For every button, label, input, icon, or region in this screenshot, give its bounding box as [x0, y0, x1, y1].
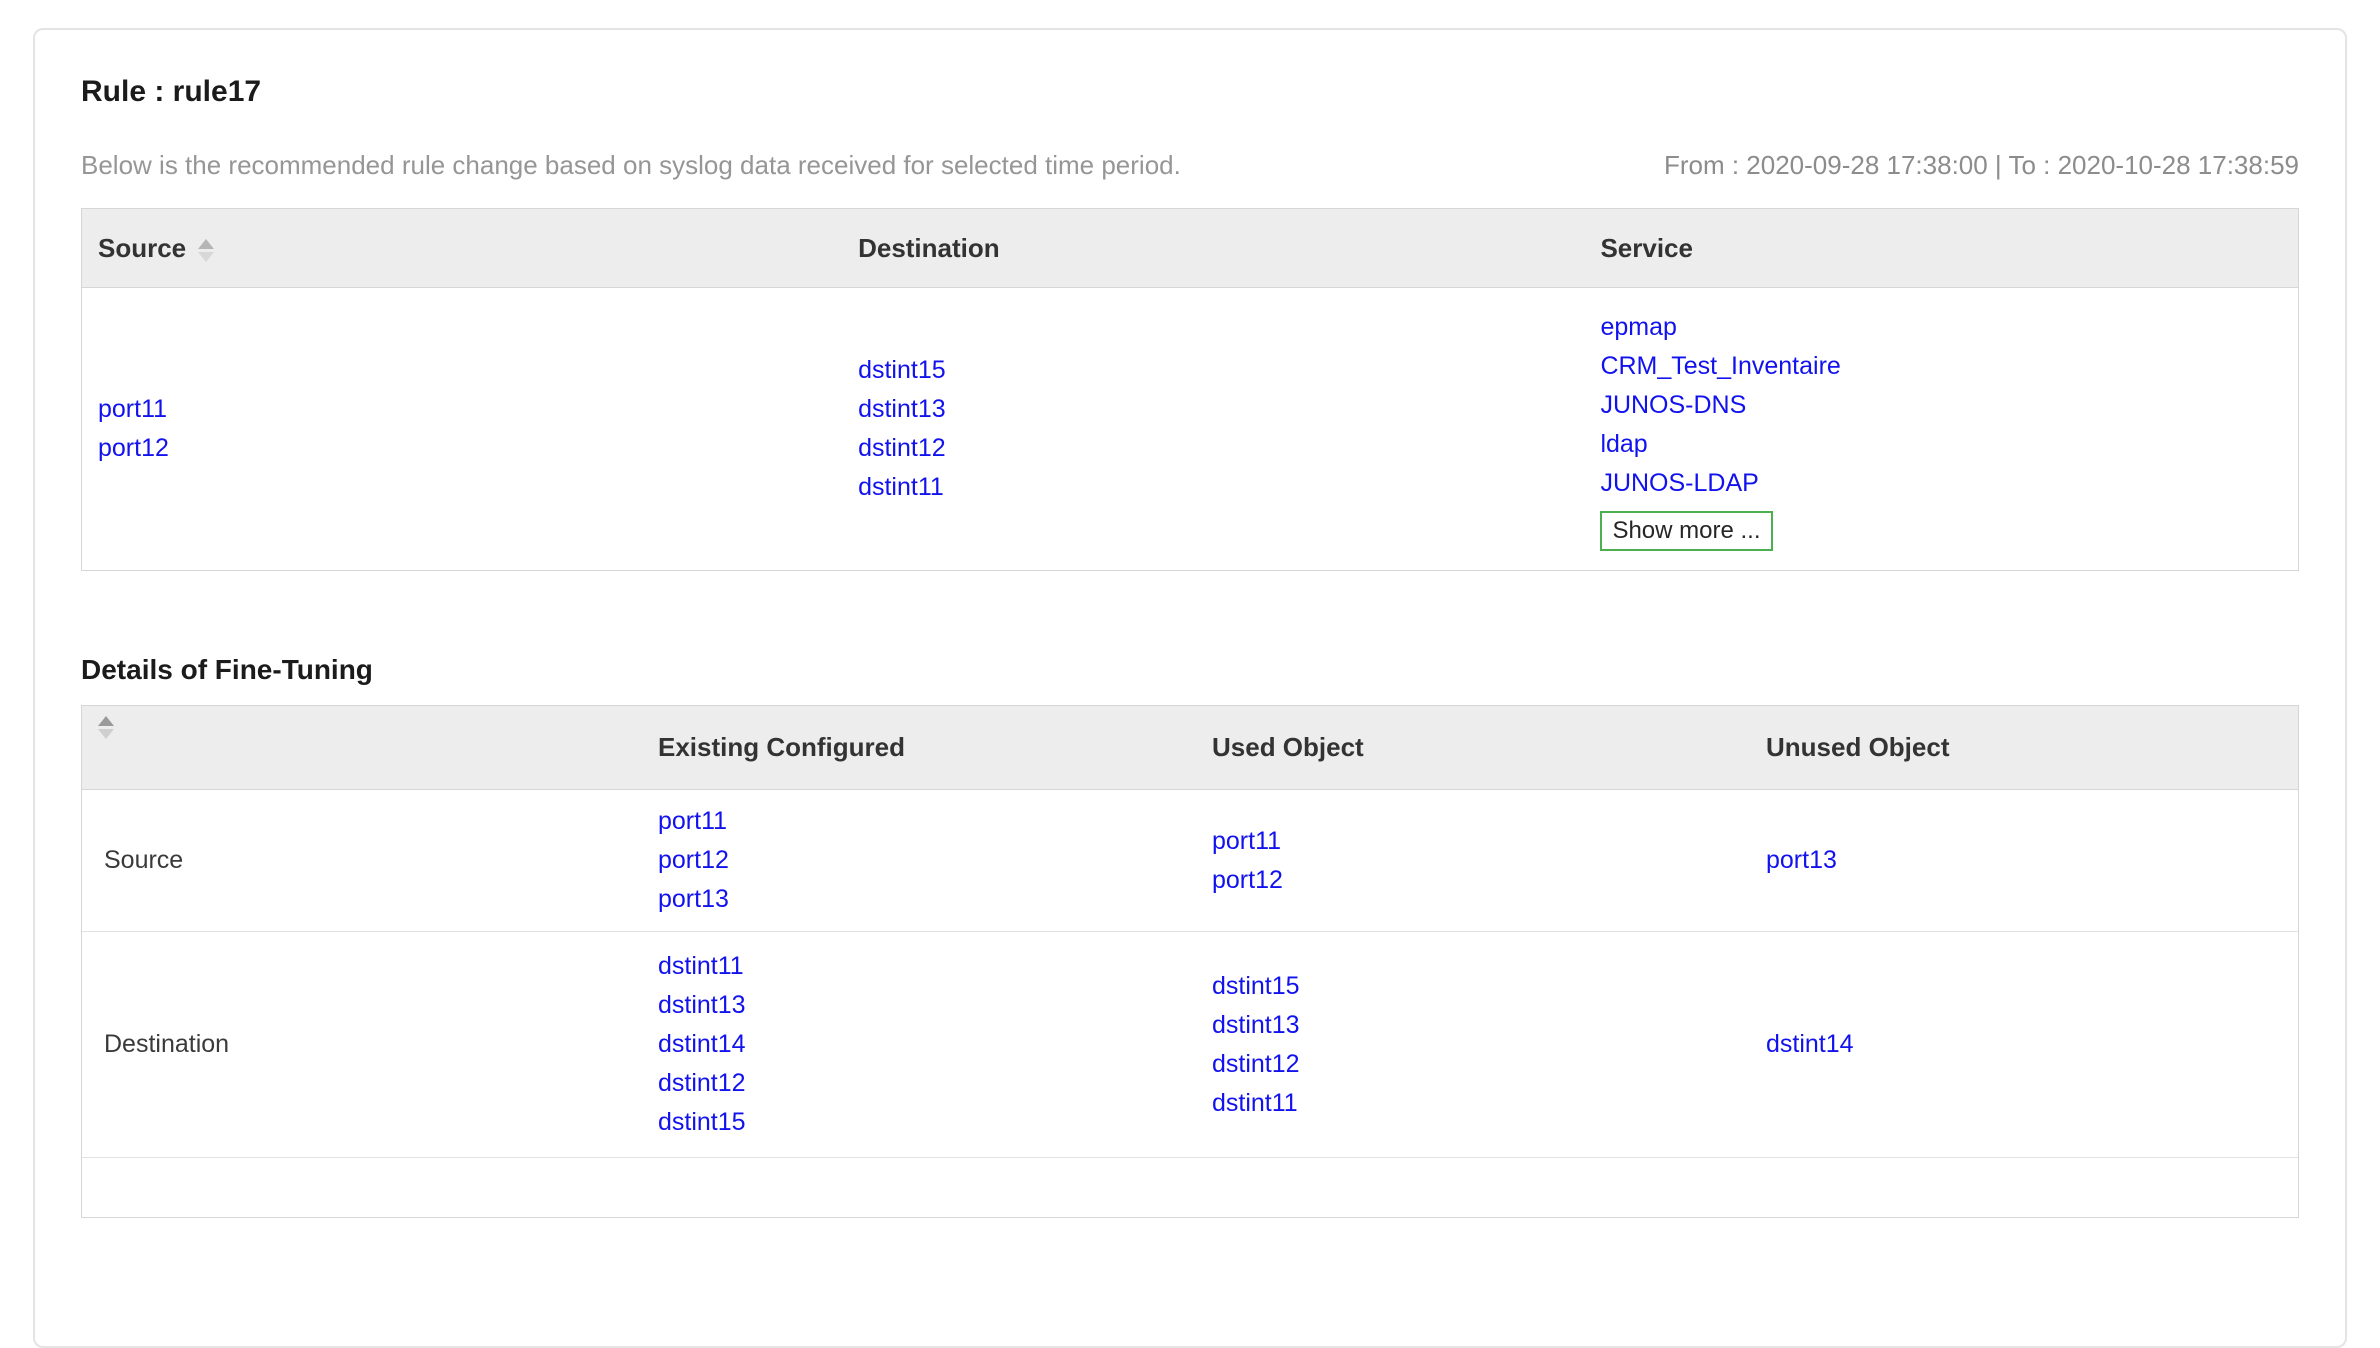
destination-object-link[interactable]: dstint13 — [858, 395, 946, 423]
service-object-link[interactable]: CRM_Test_Inventaire — [1600, 351, 1841, 380]
existing-configured-object-link[interactable]: port13 — [658, 885, 729, 913]
row-label: Destination — [104, 1030, 230, 1058]
service-objects-cell: epmap CRM_Test_Inventaire JUNOS-DNS ldap JUN… — [1584, 308, 2298, 551]
used-object-cell: dstint15 dstint13 dstint12 dstint11 — [1190, 967, 1744, 1123]
sort-icon[interactable] — [98, 716, 114, 739]
column-header-service-label: Service — [1600, 232, 1693, 263]
used-object-link[interactable]: dstint11 — [1212, 1088, 1298, 1117]
source-object-link[interactable]: port11 — [98, 395, 168, 423]
column-header-used-object-label: Used Object — [1212, 732, 1364, 762]
service-object-link[interactable]: ldap — [1600, 429, 1648, 458]
column-header-unused-object: Unused Object — [1744, 706, 2298, 789]
unused-object-link[interactable]: port13 — [1766, 846, 1837, 874]
recommended-rule-table: Source Destination Service port11 port12 … — [81, 208, 2299, 571]
destination-objects-cell: dstint15 dstint13 dstint12 dstint11 — [842, 351, 1584, 507]
service-object-link[interactable]: JUNOS-DNS — [1600, 390, 1747, 419]
unused-object-cell: dstint14 — [1744, 1025, 2298, 1064]
used-object-link[interactable]: dstint13 — [1212, 1010, 1300, 1039]
recommendation-description: Below is the recommended rule change bas… — [81, 150, 1181, 180]
column-header-destination: Destination — [842, 209, 1584, 287]
existing-configured-object-link[interactable]: dstint13 — [658, 991, 746, 1019]
column-header-source-label: Source — [98, 232, 187, 263]
used-object-link[interactable]: port12 — [1212, 865, 1283, 894]
column-header-blank — [82, 706, 636, 789]
column-header-service: Service — [1584, 209, 2298, 287]
page-title: Rule : rule17 — [81, 75, 262, 108]
existing-configured-object-link[interactable]: dstint11 — [658, 952, 744, 980]
existing-configured-cell: dstint11 dstint13 dstint14 dstint12 dstint15 — [636, 947, 1190, 1142]
sort-up-arrow-icon — [98, 716, 114, 726]
existing-configured-object-link[interactable]: port11 — [658, 807, 728, 835]
column-header-existing-configured: Existing Configured — [636, 706, 1190, 789]
fine-tuning-table-header: Existing Configured Used Object Unused O… — [82, 706, 2298, 790]
unused-object-link[interactable]: dstint14 — [1766, 1030, 1854, 1058]
fine-tuning-row-destination: Destination dstint11 dstint13 dstint14 dsti… — [82, 931, 2298, 1157]
time-period-range: From : 2020-09-28 17:38:00 | To : 2020-1… — [1663, 150, 2299, 180]
existing-configured-object-link[interactable]: dstint15 — [658, 1108, 746, 1136]
destination-object-link[interactable]: dstint12 — [858, 434, 946, 462]
used-object-link[interactable]: dstint15 — [1212, 971, 1300, 1000]
column-header-destination-label: Destination — [858, 232, 1000, 263]
existing-configured-object-link[interactable]: port12 — [658, 846, 729, 874]
recommended-rule-row: port11 port12 dstint15 dstint13 dstint12 dst… — [82, 288, 2298, 570]
sort-down-arrow-icon — [98, 729, 114, 739]
used-object-link[interactable]: dstint12 — [1212, 1049, 1300, 1078]
subtitle-row: Below is the recommended rule change bas… — [81, 150, 2299, 180]
used-object-cell: port11 port12 — [1190, 822, 1744, 900]
fine-tuning-row-source: Source port11 port12 port13 port11 port12 p… — [82, 790, 2298, 931]
fine-tuning-heading: Details of Fine-Tuning — [81, 654, 373, 685]
service-objects-list: epmap CRM_Test_Inventaire JUNOS-DNS ldap JUN… — [1600, 308, 2298, 503]
recommended-rule-table-header: Source Destination Service — [82, 209, 2298, 288]
sort-icon[interactable] — [198, 238, 215, 262]
column-header-existing-configured-label: Existing Configured — [658, 732, 905, 762]
used-object-link[interactable]: port11 — [1212, 826, 1282, 855]
column-header-unused-object-label: Unused Object — [1766, 732, 1950, 762]
rule-report-panel: Rule : rule17 Below is the recommended r… — [33, 28, 2347, 1348]
existing-configured-cell: port11 port12 port13 — [636, 802, 1190, 919]
column-header-source: Source — [82, 209, 842, 287]
destination-object-link[interactable]: dstint15 — [858, 356, 946, 384]
source-object-link[interactable]: port12 — [98, 434, 169, 462]
service-object-link[interactable]: JUNOS-LDAP — [1600, 468, 1759, 497]
sort-up-arrow-icon — [198, 238, 215, 249]
row-label: Source — [104, 846, 184, 874]
unused-object-cell: port13 — [1744, 841, 2298, 880]
source-objects-cell: port11 port12 — [82, 390, 842, 468]
existing-configured-object-link[interactable]: dstint12 — [658, 1069, 746, 1097]
service-object-link[interactable]: epmap — [1600, 312, 1677, 341]
existing-configured-object-link[interactable]: dstint14 — [658, 1030, 746, 1058]
destination-object-link[interactable]: dstint11 — [858, 473, 944, 501]
show-more-button[interactable]: Show more ... — [1600, 510, 1773, 551]
fine-tuning-row-partial — [82, 1157, 2298, 1217]
column-header-used-object: Used Object — [1190, 706, 1744, 789]
sort-down-arrow-icon — [198, 251, 215, 262]
fine-tuning-table: Existing Configured Used Object Unused O… — [81, 705, 2299, 1218]
